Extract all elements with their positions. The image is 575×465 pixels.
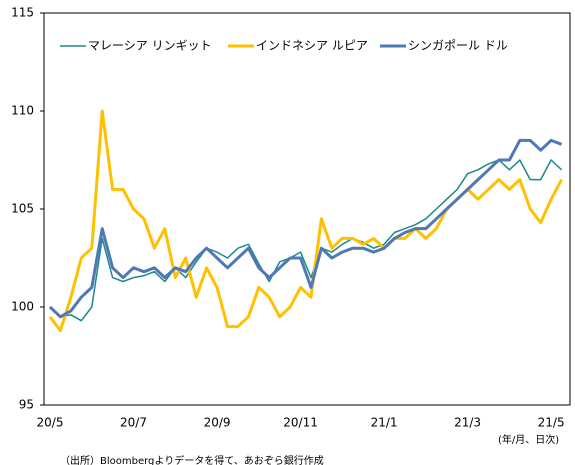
legend-label: シンガポール ドル [408, 39, 508, 53]
plot-frame [43, 12, 571, 406]
x-tick-label: 21/3 [454, 416, 481, 430]
x-axis-label: (年/月、日次) [498, 433, 559, 446]
y-tick-label: 95 [19, 398, 34, 412]
x-tick-label: 20/5 [37, 416, 64, 430]
y-tick-label: 110 [11, 104, 34, 118]
series-line [48, 109, 563, 332]
x-tick-label: 20/11 [283, 416, 318, 430]
x-tick-label: 20/7 [120, 416, 147, 430]
y-tick-label: 100 [11, 300, 34, 314]
y-tick-label: 105 [11, 202, 34, 216]
legend-label: マレーシア リンギット [88, 39, 212, 53]
legend-label: インドネシア ルピア [256, 39, 368, 53]
series-line [49, 159, 563, 322]
y-tick-label: 115 [11, 6, 34, 20]
series-line [48, 138, 563, 319]
x-tick-label: 20/9 [204, 416, 231, 430]
source-note: （出所）Bloombergよりデータを得て、あおぞら銀行作成 [60, 454, 324, 465]
x-tick-label: 21/1 [371, 416, 398, 430]
x-tick-label: 21/5 [538, 416, 565, 430]
